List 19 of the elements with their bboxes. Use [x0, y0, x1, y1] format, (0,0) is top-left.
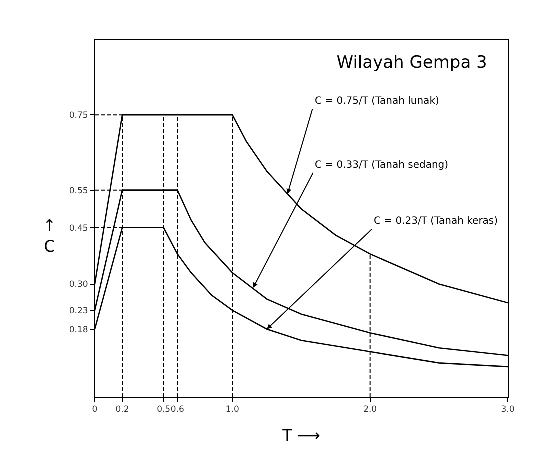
annotation: C = 0.23/T (Tanah keras) [374, 216, 498, 227]
x-tick-label: 0 [92, 405, 98, 416]
y-tick-label: 0.23 [69, 306, 88, 317]
y-tick-label: 0.55 [69, 186, 88, 196]
y-tick-label: 0.75 [69, 111, 88, 122]
y-tick-label: 0.45 [69, 224, 88, 234]
text: Wilayah Gempa 3 [336, 52, 488, 73]
x-tick-label: 0.5 [157, 405, 171, 416]
annotation: C = 0.33/T (Tanah sedang) [315, 160, 449, 171]
x-tick-label: 2.0 [364, 405, 378, 416]
annotation: C = 0.75/T (Tanah lunak) [315, 96, 440, 107]
x-tick-label: 0.2 [116, 405, 130, 416]
y-tick-label: 0.30 [69, 280, 88, 290]
y-tick-label: 0.18 [69, 325, 88, 336]
x-tick-label: 0.6 [170, 405, 184, 416]
x-tick-label: 3.0 [501, 405, 515, 416]
x-axis-title: T ⟶ [282, 426, 320, 445]
x-tick-label: 1.0 [226, 405, 240, 416]
y-axis-title: ↑ C [43, 216, 56, 256]
